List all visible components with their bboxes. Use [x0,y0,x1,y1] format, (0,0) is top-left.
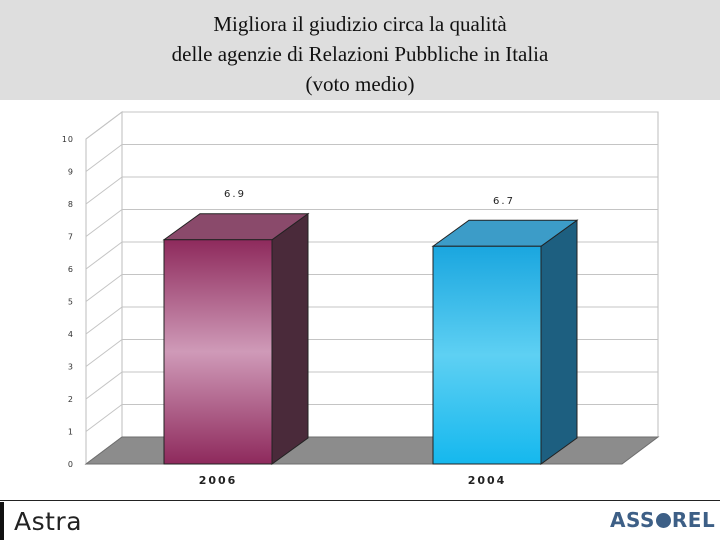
bar-front [163,239,273,465]
y-tick-label: 4 [68,330,74,339]
bars [162,212,579,465]
gridline-side [85,371,123,400]
gridline-side [85,274,123,302]
astra-logo-text: Astra [14,507,83,536]
bar-side [540,219,578,465]
y-tick-label: 9 [68,168,74,177]
footer-divider [0,500,720,501]
y-tick-label: 1 [68,428,74,437]
astra-logo: Astra [0,502,96,540]
bar-chart: 0 1 2 3 4 5 6 7 8 9 10 6.9 2006 6.7 2004 [62,111,660,487]
gridline-side [85,339,123,367]
gridline-side [85,306,123,335]
bar-side [271,212,309,465]
y-tick-label: 5 [68,298,74,307]
assorel-logo-text-end: REL [671,508,716,532]
y-tick-label: 10 [62,135,74,144]
y-tick-label: 7 [68,233,74,242]
y-tick-label: 3 [68,363,74,372]
assorel-logo-circle [655,513,671,528]
data-labels: 6.9 2006 6.7 2004 [199,189,515,487]
y-tick-label: 0 [68,460,74,469]
gridline-side [85,241,123,270]
bar-2004 [431,219,579,465]
y-tick-label: 6 [68,265,74,274]
assorel-logo-text-start: ASS [610,508,655,532]
gridline-side [85,111,123,140]
chart-title-line-1: Migliora il giudizio circa la qualità [213,12,507,36]
y-tick-labels: 0 1 2 3 4 5 6 7 8 9 10 [62,135,74,469]
logo-bar [0,502,4,540]
chart-title-line-2: delle agenzie di Relazioni Pubbliche in … [171,42,549,66]
bar-front [432,245,542,465]
y-tick-label: 8 [68,200,74,209]
gridline-side [85,209,123,237]
y-tick-label: 2 [68,395,74,404]
chart-title-line-3: (voto medio) [305,72,415,96]
gridline-side [85,404,123,432]
assorel-logo: ASS REL [610,508,715,536]
title-band: Migliora il giudizio circa la qualità de… [0,0,720,100]
gridline-side [85,176,123,205]
x-tick-label: 2004 [468,474,507,487]
data-label: 6.7 [493,196,515,207]
bar-2006 [162,212,310,465]
data-label: 6.9 [224,189,246,200]
x-tick-label: 2006 [199,474,238,487]
gridline-side [85,144,123,172]
